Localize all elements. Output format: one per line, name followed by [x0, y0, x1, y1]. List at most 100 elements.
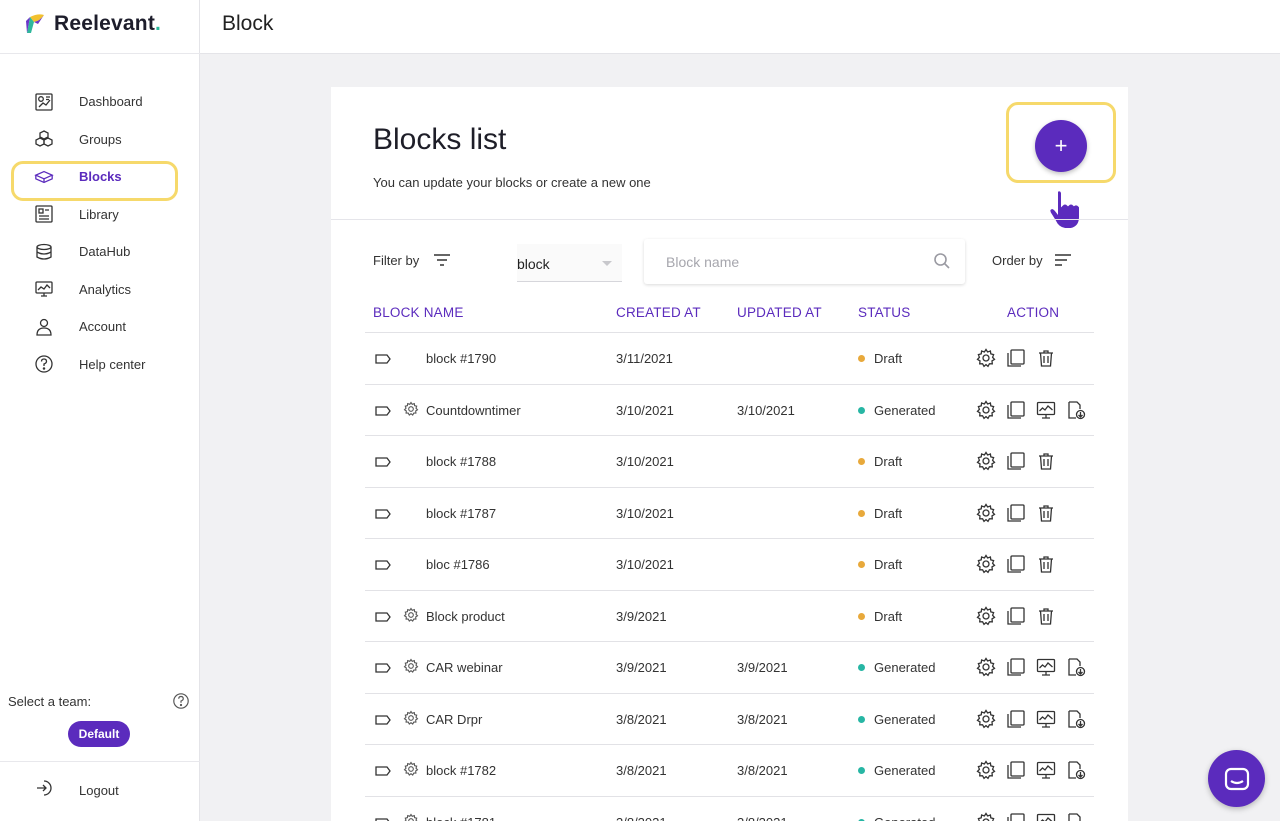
delete-icon[interactable]	[1036, 606, 1056, 626]
chat-launcher-button[interactable]	[1208, 750, 1265, 807]
blocks-card: Blocks list You can update your blocks o…	[331, 87, 1128, 821]
preview-icon[interactable]	[1036, 657, 1056, 677]
table-row[interactable]: Countdowntimer 3/10/2021 3/10/2021 Generate…	[365, 383, 1094, 436]
dynamic-gear-icon	[403, 658, 419, 677]
settings-icon[interactable]	[976, 399, 996, 420]
add-block-button[interactable]: +	[1035, 120, 1087, 172]
app-logo[interactable]: Reelevant.	[26, 12, 161, 36]
preview-icon[interactable]	[1036, 709, 1056, 729]
settings-icon[interactable]	[976, 811, 996, 821]
table-row[interactable]: block #1790 3/11/2021 Draft	[365, 332, 1094, 384]
block-name[interactable]: Block product	[426, 608, 505, 624]
table-row[interactable]: CAR Drpr 3/8/2021 3/8/2021 Generated	[365, 692, 1094, 745]
delete-icon[interactable]	[1036, 503, 1056, 523]
block-name[interactable]: CAR webinar	[426, 660, 503, 675]
duplicate-icon[interactable]	[1006, 554, 1026, 574]
sidebar-item-datahub[interactable]: DataHub	[0, 233, 200, 271]
filter-by-label: Filter by	[373, 253, 420, 268]
table-row[interactable]: block #1781 3/8/2021 3/8/2021 Generated	[365, 795, 1094, 821]
settings-icon[interactable]	[976, 760, 996, 780]
block-name-search-input[interactable]	[644, 239, 924, 284]
database-icon	[34, 242, 54, 262]
table-row[interactable]: CAR webinar 3/9/2021 3/9/2021 Generated	[365, 641, 1094, 693]
sidebar-item-label: Analytics	[79, 281, 132, 297]
settings-icon[interactable]	[976, 657, 996, 677]
duplicate-icon[interactable]	[1006, 400, 1026, 420]
sidebar-divider	[0, 761, 200, 762]
settings-icon[interactable]	[976, 554, 996, 574]
row-actions	[976, 451, 1056, 471]
duplicate-icon[interactable]	[1006, 709, 1026, 729]
created-at: 3/8/2021	[616, 763, 667, 778]
export-icon[interactable]	[1066, 709, 1086, 729]
table-row[interactable]: block #1787 3/10/2021 Draft	[365, 486, 1094, 539]
block-name[interactable]: block #1790	[426, 351, 497, 366]
sort-icon[interactable]	[1053, 252, 1073, 273]
sidebar-item-analytics[interactable]: Analytics	[0, 271, 200, 309]
block-name[interactable]: CAR Drpr	[426, 711, 483, 727]
block-name[interactable]: Countdowntimer	[426, 402, 521, 418]
delete-icon[interactable]	[1036, 451, 1056, 471]
status-badge: Generated	[858, 660, 935, 675]
sidebar-item-account[interactable]: Account	[0, 308, 200, 346]
sidebar-item-help-center[interactable]: Help center	[0, 346, 200, 384]
search-icon[interactable]	[933, 252, 951, 275]
row-actions	[976, 348, 1056, 368]
export-icon[interactable]	[1066, 760, 1086, 780]
column-header-status[interactable]: STATUS	[858, 305, 911, 320]
team-default-button[interactable]: Default	[68, 721, 130, 747]
sidebar-divider	[0, 53, 200, 54]
logout-button[interactable]: Logout	[34, 778, 119, 803]
duplicate-icon[interactable]	[1006, 760, 1026, 780]
export-icon[interactable]	[1066, 657, 1086, 677]
settings-icon[interactable]	[976, 502, 996, 523]
duplicate-icon[interactable]	[1006, 451, 1026, 471]
settings-icon[interactable]	[976, 451, 996, 471]
row-actions	[976, 502, 1056, 523]
block-name[interactable]: block #1788	[426, 454, 497, 469]
sidebar-item-groups[interactable]: Groups	[0, 121, 200, 159]
preview-icon[interactable]	[1036, 760, 1056, 780]
status-dot	[858, 509, 865, 517]
duplicate-icon[interactable]	[1006, 348, 1026, 368]
column-header-updated-at[interactable]: UPDATED AT	[737, 305, 822, 320]
status-badge: Generated	[858, 815, 935, 821]
settings-icon[interactable]	[976, 605, 996, 626]
block-name[interactable]: block #1787	[426, 505, 497, 521]
settings-icon[interactable]	[976, 348, 996, 368]
top-header: Block	[200, 0, 1280, 54]
preview-icon[interactable]	[1036, 400, 1056, 420]
dynamic-gear-icon	[403, 607, 419, 626]
table-row[interactable]: block #1788 3/10/2021 Draft	[365, 435, 1094, 487]
block-name[interactable]: block #1782	[426, 763, 497, 778]
duplicate-icon[interactable]	[1006, 657, 1026, 677]
block-type-select[interactable]: block	[517, 244, 622, 282]
export-icon[interactable]	[1066, 400, 1086, 420]
row-actions	[976, 554, 1056, 574]
block-name[interactable]: block #1781	[426, 815, 496, 821]
duplicate-icon[interactable]	[1006, 606, 1026, 626]
export-icon[interactable]	[1066, 812, 1086, 821]
order-by-label: Order by	[992, 253, 1043, 268]
table-row[interactable]: Block product 3/9/2021 Draft	[365, 589, 1094, 642]
sidebar-item-blocks[interactable]: Blocks	[0, 158, 200, 201]
filter-icon[interactable]	[432, 252, 452, 273]
sidebar-item-dashboard[interactable]: Dashboard	[0, 83, 200, 121]
table-row[interactable]: block #1782 3/8/2021 3/8/2021 Generated	[365, 744, 1094, 796]
sidebar-item-library[interactable]: Library	[0, 196, 200, 234]
settings-icon[interactable]	[976, 708, 996, 729]
duplicate-icon[interactable]	[1006, 812, 1026, 821]
duplicate-icon[interactable]	[1006, 503, 1026, 523]
block-name[interactable]: bloc #1786	[426, 557, 490, 572]
preview-icon[interactable]	[1036, 812, 1056, 821]
delete-icon[interactable]	[1036, 348, 1056, 368]
delete-icon[interactable]	[1036, 554, 1056, 574]
created-at: 3/10/2021	[616, 557, 674, 572]
status-text: Draft	[874, 505, 903, 521]
row-actions	[976, 708, 1086, 729]
column-header-block-name[interactable]: BLOCK NAME	[373, 305, 464, 320]
table-row[interactable]: bloc #1786 3/10/2021 Draft	[365, 538, 1094, 590]
column-header-created-at[interactable]: CREATED AT	[616, 305, 701, 320]
help-icon[interactable]	[172, 692, 190, 715]
sidebar-item-label: Groups	[79, 131, 122, 147]
